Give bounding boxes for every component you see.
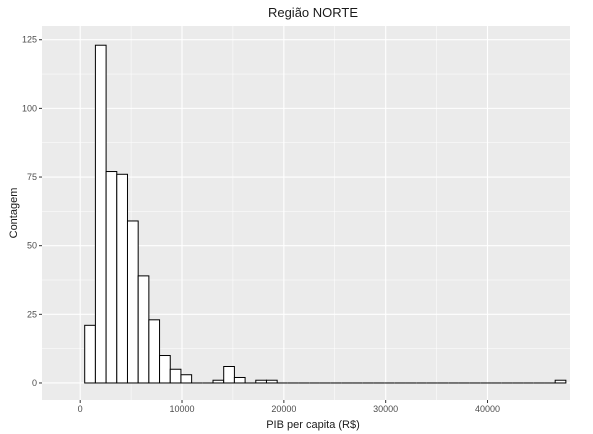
histogram-bars bbox=[84, 44, 567, 384]
histogram-bar bbox=[223, 365, 235, 384]
x-tick-label: 40000 bbox=[475, 404, 500, 414]
y-tick-label: 50 bbox=[27, 241, 37, 251]
x-axis-ticks: 0 10000 20000 30000 40000 bbox=[78, 400, 500, 414]
chart-title: Região NORTE bbox=[268, 5, 358, 20]
histogram-bar bbox=[233, 376, 246, 384]
histogram-bar bbox=[148, 319, 161, 384]
histogram-bar bbox=[169, 368, 182, 384]
x-axis-label: PIB per capita (R$) bbox=[266, 419, 360, 431]
x-tick-label: 10000 bbox=[170, 404, 195, 414]
histogram-bar bbox=[159, 355, 171, 384]
y-tick-label: 25 bbox=[27, 309, 37, 319]
histogram-bar bbox=[265, 379, 278, 384]
y-tick-label: 75 bbox=[27, 172, 37, 182]
histogram-bar bbox=[94, 44, 107, 384]
histogram-bar bbox=[180, 374, 193, 384]
y-axis-label: Contagem bbox=[8, 188, 20, 239]
y-axis-ticks: 0 25 50 75 100 125 bbox=[22, 35, 42, 388]
histogram-bar bbox=[105, 171, 118, 384]
x-tick-label: 0 bbox=[78, 404, 83, 414]
histogram-bar bbox=[126, 220, 139, 384]
histogram-bar bbox=[137, 275, 150, 384]
x-tick-label: 20000 bbox=[271, 404, 296, 414]
y-tick-label: 100 bbox=[22, 103, 37, 113]
y-tick-label: 0 bbox=[32, 378, 37, 388]
x-tick-label: 30000 bbox=[373, 404, 398, 414]
histogram-bar bbox=[212, 379, 225, 384]
histogram-bar bbox=[116, 173, 128, 384]
histogram-bar bbox=[255, 379, 267, 384]
histogram-bar bbox=[554, 379, 567, 384]
y-tick-label: 125 bbox=[22, 35, 37, 45]
minor-gridlines bbox=[42, 26, 570, 400]
histogram-bar bbox=[84, 324, 96, 384]
